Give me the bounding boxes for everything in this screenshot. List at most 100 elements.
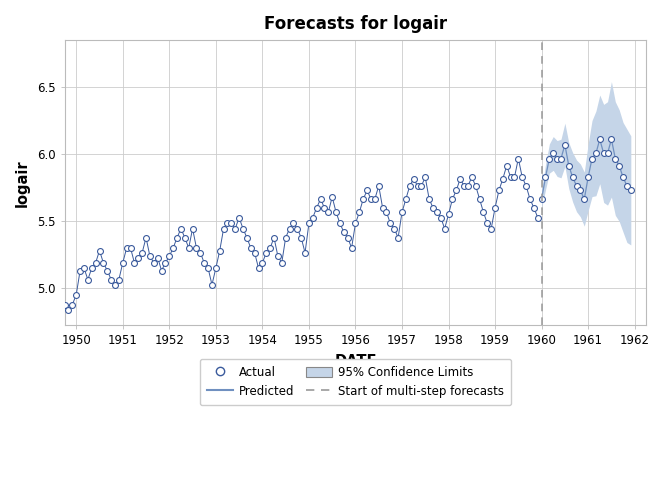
Point (102, 266, 113, 274)
Y-axis label: logair: logair (15, 159, 30, 206)
Point (381, 208, 392, 216)
Point (548, 150, 559, 158)
Point (172, 234, 182, 241)
Point (261, 248, 272, 256)
Point (149, 259, 159, 267)
Point (51, 280, 62, 288)
Point (397, 208, 408, 216)
Point (358, 195, 368, 203)
Point (432, 208, 442, 216)
Point (440, 224, 450, 232)
Point (505, 174, 516, 182)
Point (44, 284, 55, 292)
Point (114, 276, 125, 283)
Point (63, 306, 74, 314)
Point (334, 220, 345, 228)
Point (253, 264, 264, 272)
Point (160, 259, 170, 267)
Point (602, 150, 613, 158)
Point (268, 234, 279, 241)
Point (595, 136, 605, 143)
Point (83, 276, 93, 283)
Point (366, 195, 376, 203)
Point (532, 214, 543, 222)
Point (455, 175, 466, 183)
Point (400, 195, 411, 203)
Point (370, 195, 380, 203)
Point (59, 300, 70, 308)
Point (71, 291, 81, 299)
Point (420, 174, 431, 182)
Point (331, 208, 342, 216)
Point (202, 264, 213, 272)
Point (451, 186, 462, 194)
Point (311, 204, 322, 212)
Point (168, 244, 178, 252)
Point (292, 224, 302, 232)
Point (218, 224, 229, 232)
Point (284, 224, 295, 232)
Point (575, 186, 585, 194)
Point (587, 154, 597, 162)
Point (354, 208, 365, 216)
Point (459, 182, 470, 190)
Point (180, 234, 190, 241)
Point (137, 248, 147, 256)
Point (606, 136, 617, 143)
Point (362, 186, 372, 194)
Point (40, 291, 51, 299)
Point (272, 252, 283, 260)
Point (598, 150, 609, 158)
Point (300, 248, 310, 256)
Point (246, 244, 256, 252)
Point (579, 195, 589, 203)
Point (230, 224, 240, 232)
Point (28, 306, 39, 314)
Point (338, 228, 349, 236)
Point (176, 224, 186, 232)
Point (145, 252, 155, 260)
Point (559, 141, 570, 149)
Point (447, 195, 458, 203)
Point (393, 234, 404, 241)
Point (206, 280, 217, 288)
Point (164, 252, 174, 260)
Point (536, 195, 547, 203)
Point (308, 214, 318, 222)
Point (567, 174, 578, 182)
Point (125, 244, 136, 252)
Point (424, 195, 434, 203)
Point (327, 193, 338, 201)
Point (610, 154, 621, 162)
Point (304, 220, 314, 228)
Point (265, 244, 276, 252)
Legend: Actual, Predicted, 95% Confidence Limits, Start of multi-step forecasts: Actual, Predicted, 95% Confidence Limits… (200, 359, 511, 405)
Point (463, 182, 474, 190)
Point (544, 154, 555, 162)
Point (129, 259, 140, 267)
Point (377, 204, 388, 212)
Point (625, 186, 636, 194)
Point (513, 154, 523, 162)
Point (249, 248, 260, 256)
Point (517, 174, 527, 182)
Point (183, 244, 194, 252)
X-axis label: DATE: DATE (334, 354, 377, 370)
Point (98, 259, 109, 267)
Point (153, 254, 163, 262)
Point (498, 175, 508, 183)
Point (25, 312, 35, 320)
Point (191, 244, 202, 252)
Point (110, 280, 121, 288)
Point (323, 208, 334, 216)
Point (121, 244, 132, 252)
Point (315, 195, 326, 203)
Point (133, 254, 144, 262)
Point (48, 269, 59, 277)
Point (222, 220, 233, 228)
Point (342, 234, 353, 241)
Point (521, 182, 531, 190)
Point (199, 259, 210, 267)
Point (501, 162, 512, 170)
Point (36, 296, 47, 304)
